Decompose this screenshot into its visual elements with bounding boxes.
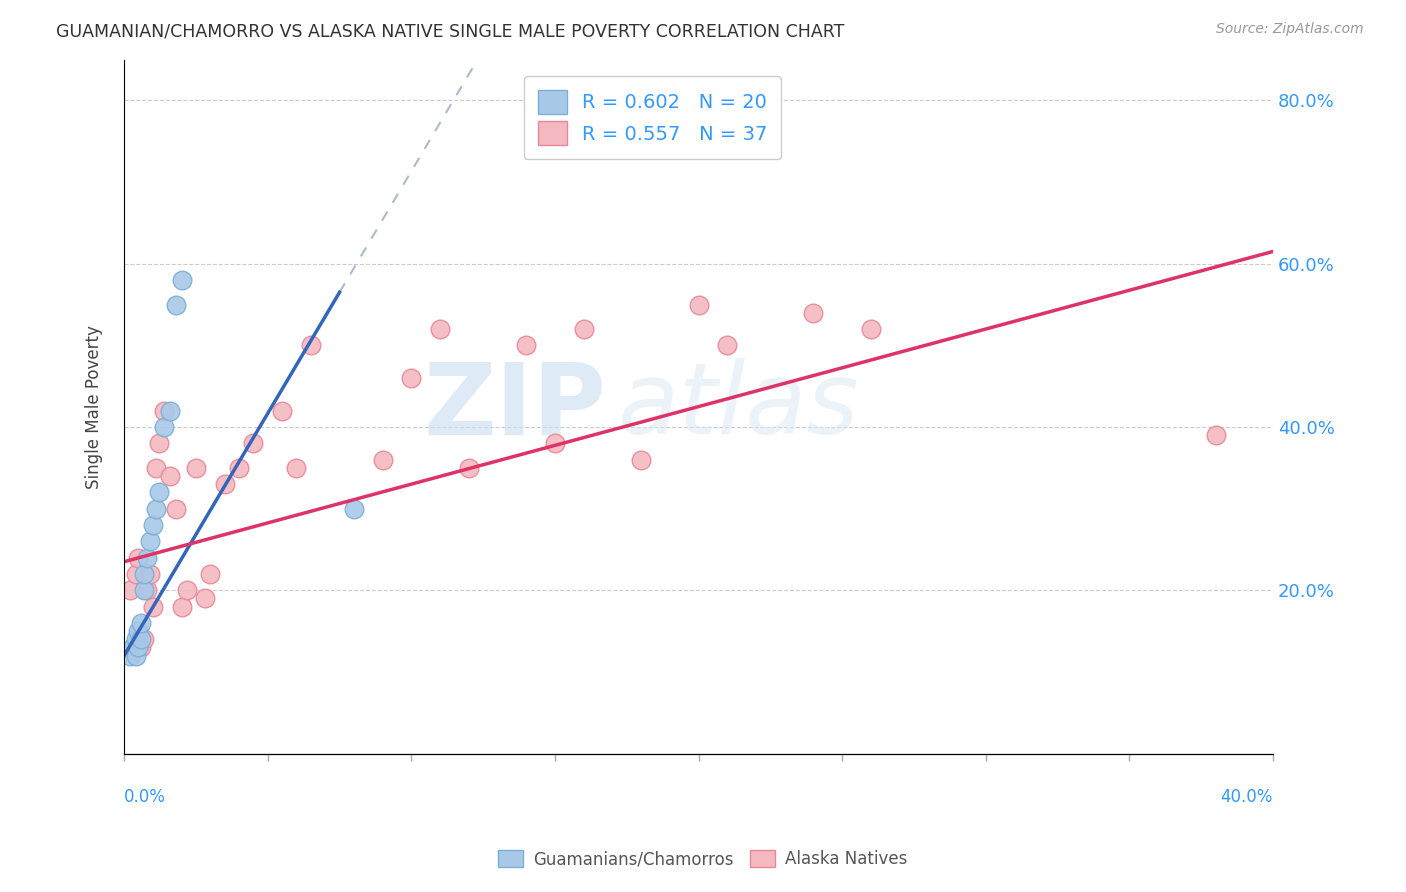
Point [630,452,652,467]
Point [299,338,322,352]
Point [128,640,150,655]
Point [214,477,236,491]
Point [148,436,170,450]
Text: 40.0%: 40.0% [1220,789,1272,806]
Point [118,583,141,598]
Point [165,297,187,311]
Point [457,460,479,475]
Point [145,501,167,516]
Point [124,632,146,647]
Point [128,550,150,565]
Point [165,501,187,516]
Point [131,632,153,647]
Point [371,452,394,467]
Text: 0.0%: 0.0% [124,789,166,806]
Point [193,591,215,606]
Text: ZIP: ZIP [423,358,606,455]
Point [153,420,176,434]
Y-axis label: Single Male Poverty: Single Male Poverty [86,325,103,489]
Point [515,338,537,352]
Point [159,403,181,417]
Point [688,297,710,311]
Point [134,632,156,647]
Legend: R = 0.602   N = 20, R = 0.557   N = 37: R = 0.602 N = 20, R = 0.557 N = 37 [524,76,782,159]
Point [145,460,167,475]
Point [228,460,250,475]
Point [572,322,595,336]
Point [148,485,170,500]
Text: Source: ZipAtlas.com: Source: ZipAtlas.com [1216,22,1364,37]
Point [429,322,451,336]
Point [142,518,165,533]
Point [242,436,264,450]
Point [170,599,193,614]
Point [184,460,207,475]
Point [401,371,423,385]
Point [200,566,222,581]
Point [1205,428,1227,442]
Text: GUAMANIAN/CHAMORRO VS ALASKA NATIVE SINGLE MALE POVERTY CORRELATION CHART: GUAMANIAN/CHAMORRO VS ALASKA NATIVE SING… [56,22,845,40]
Point [121,640,143,655]
Point [128,624,150,639]
Point [139,534,162,549]
Legend: Guamanians/Chamorros, Alaska Natives: Guamanians/Chamorros, Alaska Natives [492,843,914,875]
Point [124,648,146,663]
Point [136,583,159,598]
Point [271,403,294,417]
Point [142,599,165,614]
Point [134,566,156,581]
Point [131,640,153,655]
Point [170,273,193,287]
Point [153,403,176,417]
Point [124,566,146,581]
Point [131,615,153,630]
Point [716,338,738,352]
Point [176,583,198,598]
Point [544,436,567,450]
Point [803,306,825,320]
Point [159,469,181,483]
Text: atlas: atlas [619,358,860,455]
Point [285,460,308,475]
Point [343,501,366,516]
Point [859,322,882,336]
Point [136,550,159,565]
Point [118,648,141,663]
Point [134,583,156,598]
Point [139,566,162,581]
